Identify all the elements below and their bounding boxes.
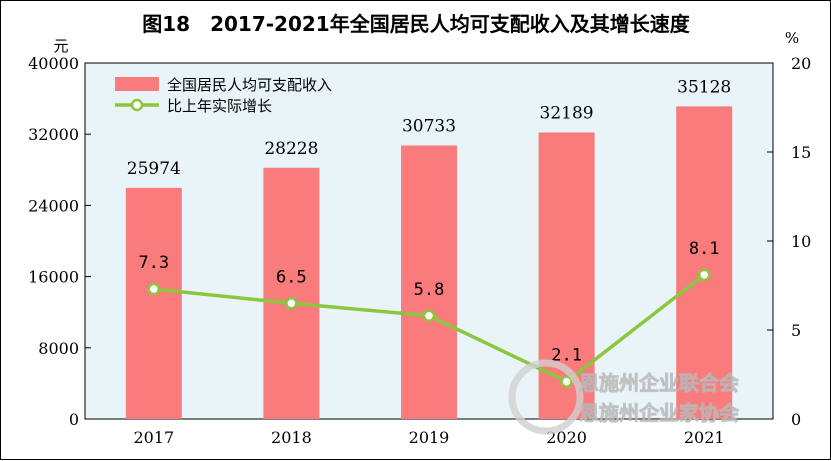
growth-point <box>422 309 436 323</box>
right-axis-tick-label: 5 <box>791 321 801 340</box>
legend-line-marker <box>130 98 144 112</box>
growth-point <box>147 282 161 296</box>
x-axis-tick-label: 2021 <box>684 428 725 447</box>
income-bar <box>401 145 457 419</box>
left-axis-tick-label: 0 <box>69 410 79 429</box>
right-axis-unit: % <box>785 29 799 47</box>
legend-bar-swatch <box>115 77 159 91</box>
growth-point <box>697 268 711 282</box>
x-axis-tick-label: 2018 <box>271 428 312 447</box>
left-axis-tick-label: 40000 <box>28 54 79 73</box>
watermark-line1: 恩施州企业联合会 <box>579 371 739 395</box>
growth-point <box>560 375 573 388</box>
growth-point <box>285 297 298 310</box>
x-axis-tick-label: 2017 <box>133 428 174 447</box>
income-bar-label: 32189 <box>540 104 594 124</box>
right-axis: % 0 5 10 15 20 <box>767 29 811 429</box>
chart-title: 图18 2017-2021年全国居民人均可支配收入及其增长速度 <box>142 12 690 36</box>
income-bar <box>125 187 182 419</box>
growth-point-label: 8.1 <box>689 239 720 259</box>
watermark: 恩施州企业联合会 恩施州企业家协会 <box>508 359 739 435</box>
income-bar <box>676 106 733 419</box>
income-bar-label: 25974 <box>127 159 181 179</box>
left-axis-tick-label: 24000 <box>28 196 79 215</box>
income-bar <box>263 167 320 419</box>
income-bar-label: 35128 <box>677 77 731 97</box>
left-axis-tick-label: 8000 <box>38 339 79 358</box>
right-axis-tick-label: 10 <box>791 232 811 251</box>
left-axis-tick-label: 16000 <box>28 268 79 287</box>
growth-point-label: 5.8 <box>414 280 445 300</box>
income-bar-label: 28228 <box>264 139 318 159</box>
growth-point-label: 2.1 <box>551 346 582 366</box>
growth-point-label: 6.5 <box>276 267 307 287</box>
legend: 全国居民人均可支配收入 比上年实际增长 <box>115 76 332 115</box>
right-axis-tick-label: 0 <box>791 410 801 429</box>
right-axis-tick-label: 20 <box>791 54 811 73</box>
x-axis: 2017 2018 2019 2020 2021 <box>133 428 724 447</box>
growth-line-series: 7.3 6.5 5.8 2.1 8.1 <box>138 239 720 388</box>
right-axis-tick-label: 15 <box>791 143 811 162</box>
legend-line-label: 比上年实际增长 <box>167 97 272 115</box>
left-axis-unit: 元 <box>53 37 68 55</box>
watermark-logo-icon <box>508 359 584 435</box>
growth-point-label: 7.3 <box>138 253 169 273</box>
left-axis: 元 0 8000 16000 24000 32000 40000 <box>28 37 91 429</box>
x-axis-tick-label: 2019 <box>409 428 450 447</box>
left-axis-tick-label: 32000 <box>28 125 79 144</box>
income-bar-label: 30733 <box>402 116 456 136</box>
watermark-line2: 恩施州企业家协会 <box>579 401 739 425</box>
legend-bar-label: 全国居民人均可支配收入 <box>167 76 332 94</box>
